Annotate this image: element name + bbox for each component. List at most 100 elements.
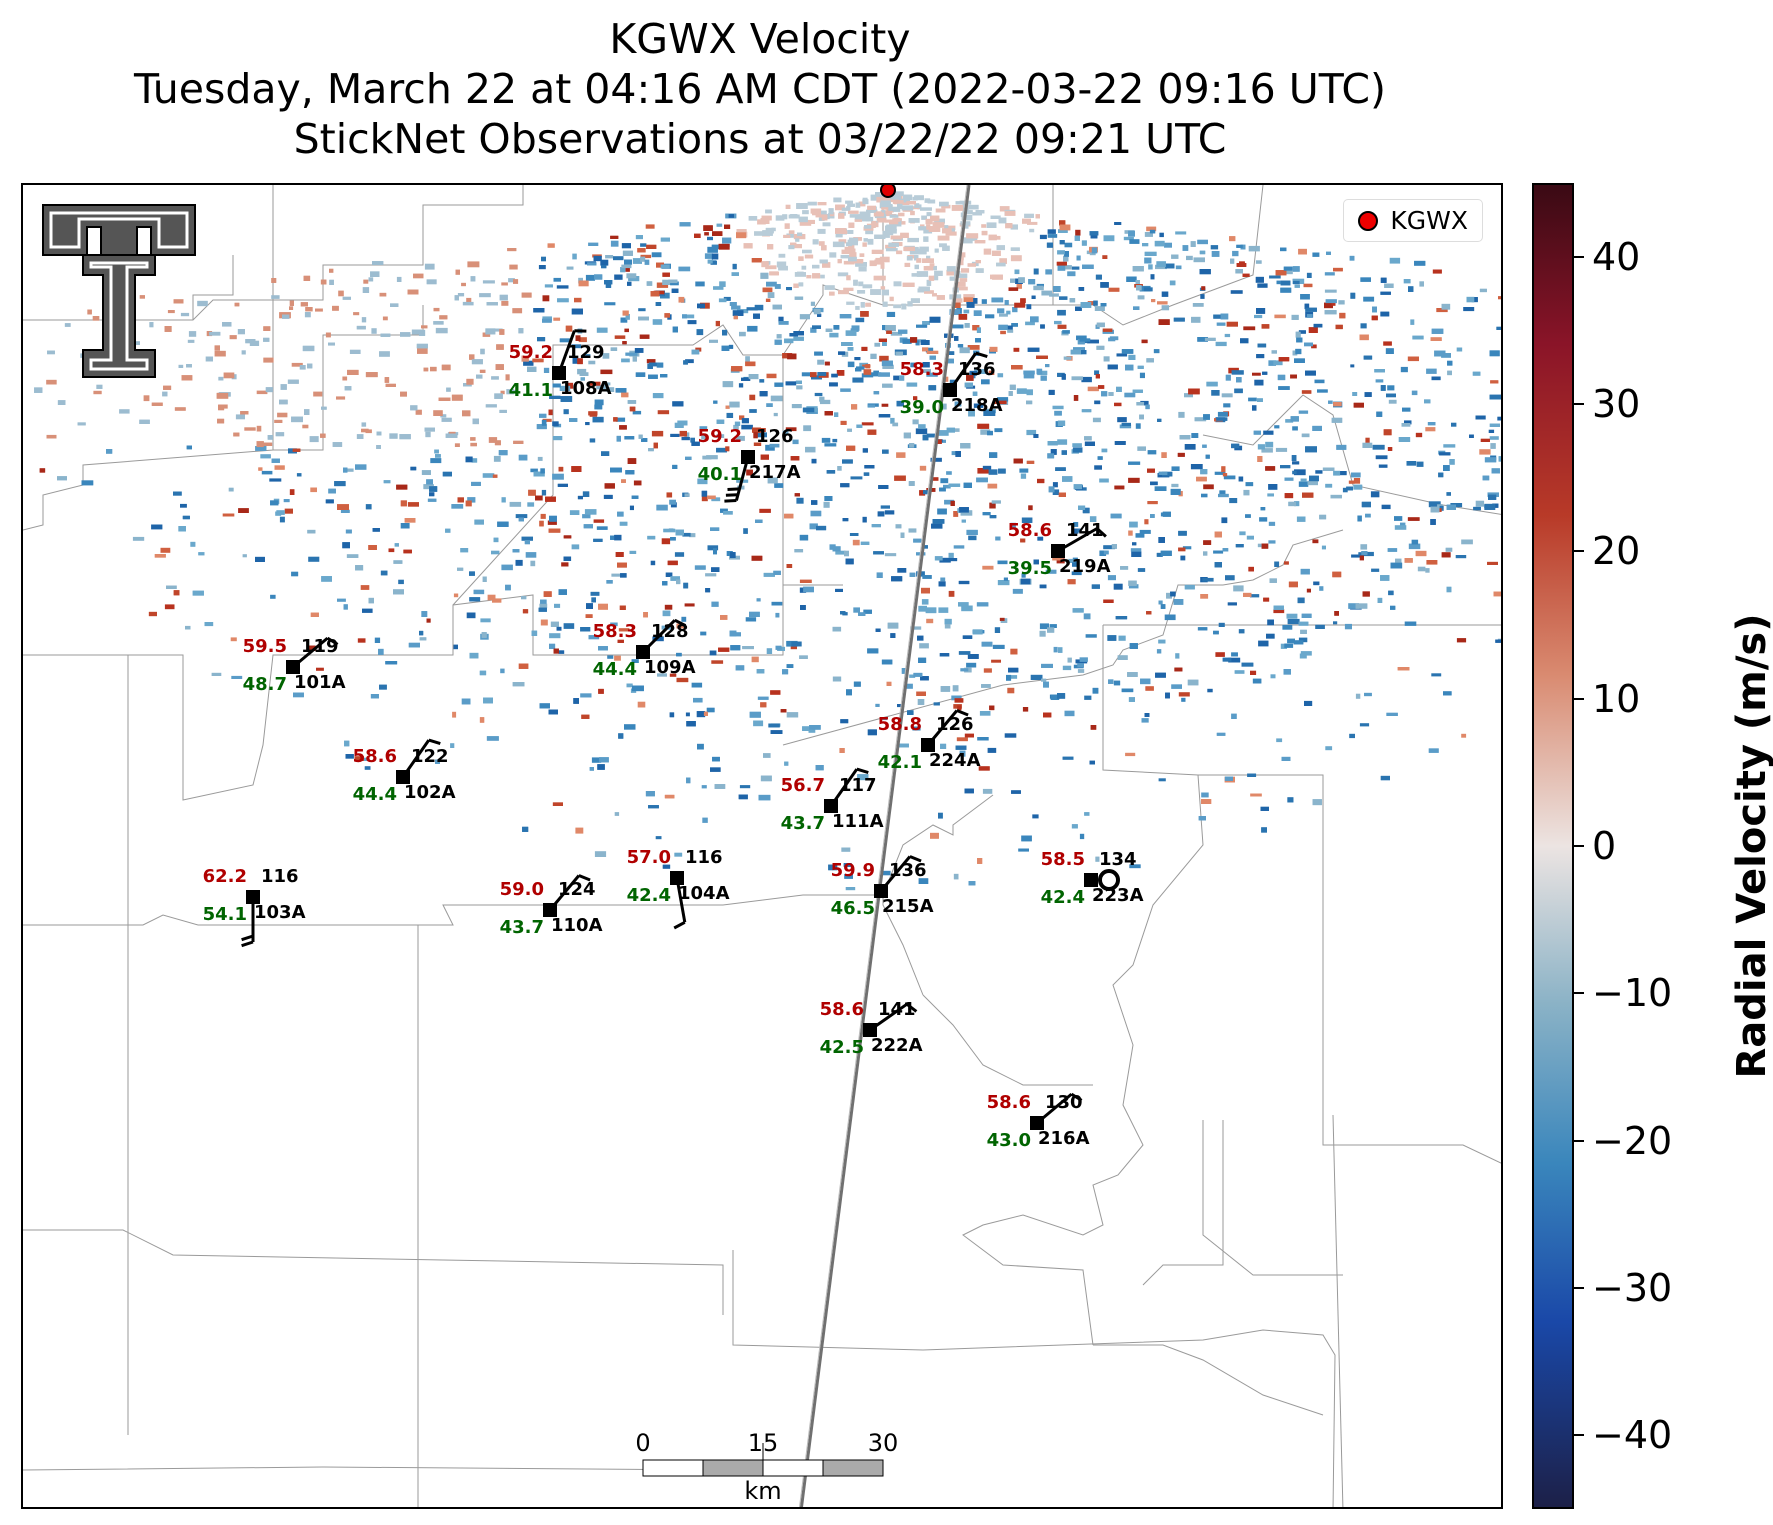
radar-map[interactable]: 59.2 129 41.1 108A 58.3 136 39.0 218A 59.2 126 40.… — [21, 183, 1503, 1509]
radar-gate — [565, 325, 573, 332]
radar-gate — [376, 431, 382, 436]
radar-gate — [1045, 569, 1057, 574]
radar-gate — [1221, 466, 1226, 473]
radar-gate — [1359, 334, 1369, 341]
radar-gate — [1438, 472, 1444, 478]
radar-gate — [1016, 388, 1027, 394]
radar-gate — [1201, 493, 1208, 498]
radar-gate — [614, 274, 623, 280]
radar-gate — [1456, 638, 1467, 643]
radar-gate — [832, 676, 842, 682]
radar-gate — [508, 278, 515, 283]
radar-gate — [627, 281, 632, 286]
radar-gate — [1261, 827, 1267, 833]
radar-gate — [334, 481, 346, 487]
radar-gate — [1089, 516, 1097, 522]
radar-gate — [1155, 672, 1166, 678]
radar-gate — [610, 235, 619, 239]
radar-gate — [949, 309, 960, 315]
radar-gate — [1056, 261, 1067, 266]
radar-gate — [701, 495, 708, 502]
radar-gate — [1033, 268, 1039, 275]
radar-gate — [1425, 427, 1436, 432]
radar-gate — [1432, 269, 1442, 274]
radar-gate — [1377, 597, 1383, 603]
radar-gate — [274, 465, 285, 470]
radar-gate — [1070, 349, 1083, 355]
radar-gate — [614, 812, 620, 816]
radar-gate — [1257, 283, 1268, 288]
radar-gate — [1291, 314, 1299, 320]
radar-gate — [1358, 552, 1364, 556]
colorbar-tick-label: −10 — [1592, 971, 1673, 1016]
radar-gate — [796, 203, 808, 209]
radar-gate — [482, 280, 495, 284]
radar-gate — [615, 552, 624, 557]
radar-gate — [645, 791, 655, 797]
radar-gate — [1225, 374, 1231, 381]
radar-gate — [446, 387, 451, 392]
radar-gate — [902, 338, 912, 344]
radar-gate — [356, 325, 366, 330]
station-temperature: 58.3 — [900, 359, 944, 380]
radar-gate — [632, 356, 637, 362]
radar-gate — [617, 639, 624, 643]
radar-gate — [1231, 652, 1238, 657]
radar-gate — [669, 499, 676, 505]
radar-gate — [1059, 224, 1071, 231]
radar-gate — [713, 286, 724, 290]
radar-gate — [1137, 295, 1145, 300]
radar-gate — [926, 224, 931, 230]
radar-gate — [875, 628, 881, 632]
radar-gate — [859, 211, 871, 218]
radar-gate — [924, 290, 934, 294]
station-id: 217A — [749, 462, 801, 483]
radar-gate — [926, 350, 939, 354]
radar-gate — [553, 648, 559, 654]
radar-gate — [886, 224, 895, 228]
radar-gate — [1006, 674, 1012, 681]
radar-gate — [574, 297, 582, 303]
radar-gate — [355, 565, 364, 571]
radar-gate — [1456, 347, 1463, 352]
radar-gate — [181, 375, 193, 381]
radar-gate — [934, 218, 945, 224]
radar-gate — [1333, 267, 1343, 272]
radar-gate — [237, 329, 245, 335]
radar-gate — [628, 276, 640, 282]
radar-gate — [635, 235, 643, 240]
radar-gate — [394, 543, 399, 547]
radar-gate — [1439, 452, 1451, 456]
radar-gate — [1404, 420, 1412, 425]
radar-gate — [913, 672, 923, 677]
radar-gate — [716, 434, 725, 438]
radar-gate — [640, 256, 646, 262]
radar-site-marker[interactable] — [880, 185, 896, 198]
radar-gate — [1336, 444, 1347, 450]
radar-gate — [793, 336, 804, 341]
radar-gate — [902, 282, 915, 287]
radar-gate — [275, 432, 285, 437]
radar-gate — [772, 304, 782, 310]
radar-gate — [613, 256, 624, 261]
radar-gate — [1200, 594, 1209, 599]
radar-gate — [604, 302, 616, 306]
radar-gate — [186, 445, 192, 450]
radar-gate — [1294, 501, 1300, 507]
